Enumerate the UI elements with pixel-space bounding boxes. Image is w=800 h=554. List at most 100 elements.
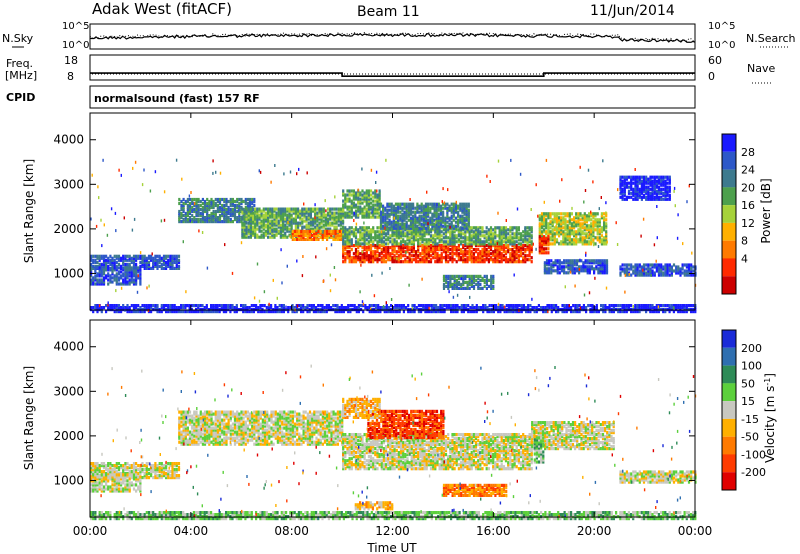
echo-cell (342, 193, 345, 197)
echo-cell (306, 229, 309, 233)
echo-cell (376, 258, 379, 262)
echo-cell (394, 212, 398, 216)
echo-cell (240, 201, 243, 206)
echo-cell (590, 232, 593, 236)
echo-cell (376, 236, 379, 240)
echo-cell (262, 235, 265, 239)
echo-cell (122, 262, 125, 266)
echo-cell (92, 306, 95, 310)
echo-cell (115, 268, 118, 272)
echo-cell (203, 199, 207, 204)
echo-cell (472, 278, 476, 282)
echo-cell (199, 203, 202, 208)
echo-cell (117, 276, 121, 280)
echo-cell (113, 262, 116, 266)
echo-cell (645, 195, 648, 199)
echo-cell (457, 274, 461, 278)
echo-cell (342, 205, 345, 209)
echo-cell (122, 282, 125, 286)
echo-cell (94, 278, 97, 282)
echo-cell (422, 222, 425, 226)
echo-cell (558, 265, 561, 269)
echo-cell (655, 189, 658, 193)
echo-cell (225, 211, 228, 216)
echo-cell (348, 246, 351, 250)
echo-cell (221, 220, 224, 224)
echo-cell (632, 271, 635, 275)
echo-cell (522, 258, 525, 262)
echo-cell (382, 226, 385, 230)
echo-cell (361, 215, 364, 219)
echo-cell (225, 199, 228, 204)
echo-cell (348, 211, 351, 215)
echo-cell (195, 207, 198, 212)
echo-cell (294, 235, 297, 239)
echo-cell (543, 218, 546, 222)
echo-cell (545, 243, 548, 247)
echo-cell (500, 248, 503, 252)
echo-cell (558, 271, 561, 275)
echo-cell (634, 191, 637, 195)
echo-cell (207, 310, 210, 314)
echo-cell (481, 242, 484, 246)
echo-cell (350, 203, 353, 207)
echo-cell (463, 202, 466, 206)
echo-cell (619, 265, 622, 269)
echo-cell (324, 219, 327, 223)
echo-cell (241, 227, 244, 231)
echo-cell (596, 222, 599, 226)
echo-cell (513, 226, 516, 230)
echo-cell (320, 209, 323, 213)
echo-cell (575, 224, 578, 228)
echo-cell (538, 228, 541, 232)
echo-cell (580, 267, 583, 271)
echo-cell (243, 209, 246, 213)
echo-cell (489, 252, 493, 256)
echo-cell (625, 263, 628, 267)
echo-cell (244, 310, 247, 314)
echo-cell (588, 230, 591, 234)
echo-cell (257, 306, 260, 310)
echo-cell (175, 262, 178, 266)
echo-cell (449, 256, 452, 260)
echo-cell (117, 258, 121, 262)
echo-cell (367, 195, 370, 199)
echo-cell (342, 213, 345, 217)
echo-cell (623, 185, 626, 189)
echo-cell (165, 310, 168, 314)
echo-cell (350, 260, 353, 264)
echo-cell (553, 214, 556, 218)
echo-cell (429, 240, 433, 244)
echo-cell (223, 197, 226, 202)
echo-cell (238, 205, 241, 210)
echo-cell (212, 218, 215, 222)
echo-cell (197, 306, 200, 310)
echo-cell (436, 254, 439, 258)
echo-cell (570, 228, 573, 232)
echo-cell (102, 262, 106, 266)
echo-cell (451, 286, 454, 290)
echo-cell (98, 274, 101, 278)
echo-cell (384, 248, 388, 252)
echo-cell (638, 273, 641, 277)
echo-cell (139, 254, 142, 258)
echo-cell (447, 254, 450, 258)
echo-cell (182, 209, 185, 214)
echo-cell (397, 210, 400, 214)
echo-cell (583, 228, 586, 232)
echo-cell (178, 197, 181, 202)
echo-cell (208, 214, 211, 218)
echo-cell (538, 249, 541, 253)
echo-cell (592, 224, 595, 228)
echo-cell (348, 234, 351, 238)
echo-cell (405, 226, 408, 230)
echo-cell (248, 203, 252, 208)
echo-cell (582, 265, 585, 269)
echo-cell (348, 197, 351, 201)
echo-cell (634, 269, 637, 273)
echo-cell (188, 203, 192, 208)
echo-cell (443, 304, 446, 308)
echo-cell (107, 282, 110, 286)
echo-cell (692, 265, 695, 269)
echo-cell (109, 258, 112, 262)
